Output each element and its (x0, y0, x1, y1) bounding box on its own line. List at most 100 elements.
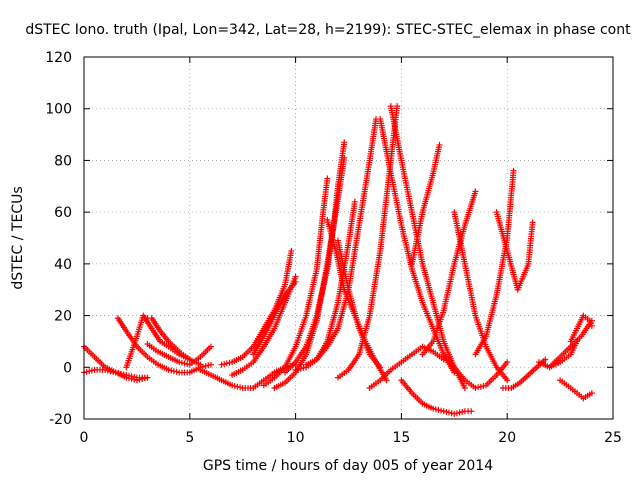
marker-trail (569, 386, 578, 395)
marker-trail (388, 105, 400, 162)
marker-trail (442, 353, 456, 369)
data-point (123, 372, 130, 379)
marker-trail (409, 211, 426, 265)
marker-trail (262, 327, 277, 348)
data-point (440, 408, 447, 415)
marker-trail (420, 172, 436, 213)
marker-trail (462, 190, 478, 226)
marker-trail (94, 366, 106, 373)
marker-trail (389, 360, 403, 372)
marker-trail (335, 239, 351, 291)
x-tick-label: 20 (498, 430, 516, 446)
data-point (288, 247, 295, 254)
marker-trail (430, 309, 446, 343)
series-arc-9 (229, 273, 299, 379)
marker-trail (388, 105, 404, 162)
marker-trail (104, 367, 117, 375)
data-point (165, 366, 172, 373)
marker-trail (443, 408, 455, 417)
series-arc-32 (567, 312, 595, 345)
marker-trail (356, 159, 373, 226)
series-arc-31 (557, 377, 595, 402)
marker-trail (115, 370, 127, 378)
marker-trail (368, 353, 382, 369)
marker-trail (576, 391, 585, 400)
marker-trail (251, 345, 266, 364)
data-point (351, 198, 358, 205)
marker-trail (283, 371, 297, 385)
y-tick-label: -20 (49, 412, 72, 428)
marker-trail (303, 268, 320, 317)
marker-trail (538, 360, 551, 370)
marker-trail (483, 294, 500, 338)
marker-trail (421, 340, 435, 356)
marker-trail (379, 368, 393, 382)
marker-trail (315, 345, 329, 361)
marker-trail (135, 345, 149, 359)
marker-trail (325, 327, 340, 348)
marker-trail (146, 342, 159, 354)
marker-trail (221, 359, 233, 368)
series-arc-26 (451, 209, 511, 384)
data-point (144, 374, 151, 381)
marker-trail (199, 367, 212, 377)
data-point (341, 139, 348, 146)
marker-trail (502, 385, 512, 391)
marker-trail (409, 268, 425, 304)
marker-trail (410, 391, 424, 405)
marker-trail (283, 360, 297, 374)
series-arc-10 (250, 278, 299, 358)
y-tick-label: 80 (54, 153, 72, 169)
marker-trail (494, 211, 510, 252)
data-point (229, 382, 236, 389)
marker-trail (320, 177, 331, 213)
marker-trail (124, 335, 140, 369)
marker-trail (377, 118, 394, 175)
y-tick-label: 100 (45, 102, 72, 118)
marker-trail (475, 383, 487, 391)
marker-trail (464, 378, 477, 390)
marker-trail (515, 263, 531, 291)
marker-trail (432, 406, 445, 414)
marker-trail (188, 365, 202, 375)
x-tick-label: 10 (287, 430, 305, 446)
marker-trail (495, 366, 509, 382)
series-arc-2 (81, 366, 151, 381)
series-arc-15 (303, 116, 380, 368)
marker-trail (293, 345, 308, 364)
marker-trail (149, 327, 162, 343)
data-point (377, 364, 384, 371)
x-axis-label: GPS time / hours of day 005 of year 2014 (203, 458, 493, 474)
marker-trail (357, 327, 372, 356)
marker-trail (504, 170, 517, 239)
data-point (436, 141, 443, 148)
marker-trail (261, 314, 277, 338)
marker-trail (210, 373, 223, 383)
marker-trail (159, 339, 170, 349)
marker-trail (430, 144, 442, 175)
x-tick-label: 5 (185, 430, 194, 446)
marker-trail (346, 288, 362, 330)
marker-trail (484, 345, 499, 369)
data-point (510, 167, 517, 174)
marker-trail (146, 355, 159, 367)
marker-trail (575, 314, 586, 330)
marker-trail (263, 371, 276, 382)
series-arc-29 (499, 356, 549, 391)
x-tick-label: 25 (604, 430, 622, 446)
y-tick-label: 20 (54, 309, 72, 325)
marker-trail (324, 301, 341, 343)
marker-trail (504, 250, 521, 291)
marker-trail (241, 360, 255, 372)
marker-trail (345, 201, 358, 244)
data-point (324, 175, 331, 182)
marker-trail (252, 378, 265, 390)
data-point (176, 359, 183, 366)
marker-trail (346, 353, 361, 371)
y-tick-label: 0 (63, 360, 72, 376)
marker-trail (559, 378, 572, 390)
marker-trail (441, 263, 457, 312)
series-arc-25 (440, 351, 511, 391)
plot-area (81, 103, 595, 417)
data-point (461, 384, 468, 391)
